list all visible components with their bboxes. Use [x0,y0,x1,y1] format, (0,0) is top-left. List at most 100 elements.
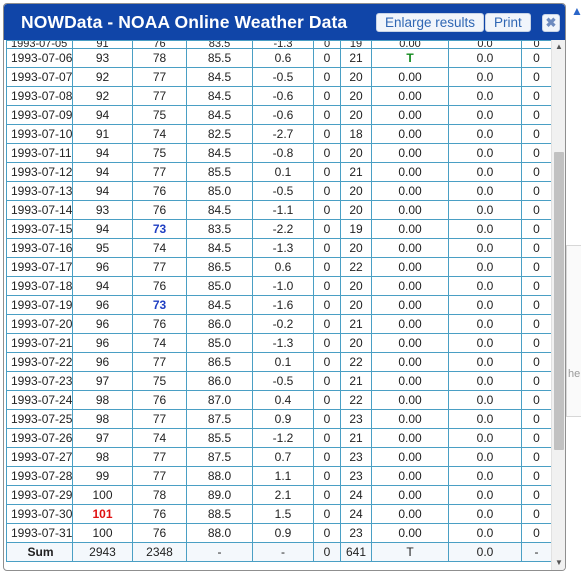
cell-precipitation: 0.00 [371,200,449,220]
table-row: 1993-07-08 92 77 84.5 -0.6 0 20 0.00 0.0 0 [6,86,551,106]
cell-hdd: 0 [313,371,341,391]
cell-avg-temp: 85.5 [186,48,253,68]
cell-snow-depth: 0 [521,143,551,163]
cell-departure: 0.4 [252,390,314,410]
cell-departure: -1.0 [252,276,314,296]
cell-snowfall: 0.0 [448,409,522,429]
table-row: 1993-07-15 94 73 83.5 -2.2 0 19 0.00 0.0 0 [6,219,551,239]
close-button[interactable]: ✖ [542,14,560,32]
cell-precipitation: 0.00 [371,485,449,505]
cell-cdd: 22 [340,257,372,277]
print-button[interactable]: Print [485,13,531,32]
cell-hdd: 0 [313,333,341,353]
cell-cdd: 20 [340,333,372,353]
cell-max-temp: 91 [72,124,133,144]
cell-cdd: 23 [340,409,372,429]
scroll-up-icon[interactable]: ▲ [555,42,563,51]
sum-label: Sum [6,542,73,562]
cell-cdd: 20 [340,238,372,258]
cell-date: 1993-07-25 [6,409,73,429]
scroll-down-icon[interactable]: ▼ [555,558,563,567]
cell-departure: 2.1 [252,485,314,505]
cell-min-temp: 77 [132,466,187,486]
cell-cdd: 22 [340,352,372,372]
cell-precipitation: T [371,48,449,68]
cell-snow-depth: 0 [521,67,551,87]
cell-avg-temp: 82.5 [186,124,253,144]
cell-date: 1993-07-15 [6,219,73,239]
cell-max-temp: 98 [72,409,133,429]
cell-cdd: 20 [340,295,372,315]
cell-min-temp: 77 [132,352,187,372]
cell-avg-temp: 84.5 [186,86,253,106]
cell-snowfall: 0.0 [448,333,522,353]
table-row: 1993-07-20 96 76 86.0 -0.2 0 21 0.00 0.0 0 [6,314,551,334]
cell-date: 1993-07-31 [6,523,73,543]
cell-precipitation: 0.00 [371,371,449,391]
cell-date: 1993-07-13 [6,181,73,201]
cell-max-temp: 100 [72,485,133,505]
cell-departure: -1.3 [252,40,314,49]
cell-departure: 0.6 [252,257,314,277]
cell-snow-depth: 0 [521,257,551,277]
cell-departure: -1.1 [252,200,314,220]
cell-avg-temp: 87.5 [186,409,253,429]
cell-avg-temp: 84.5 [186,143,253,163]
cell-date: 1993-07-07 [6,67,73,87]
cell-snow-depth: 0 [521,40,551,49]
cell-snow-depth: 0 [521,523,551,543]
cell-min-temp: 74 [132,124,187,144]
cell-snow-depth: 0 [521,200,551,220]
cell-snowfall: 0.0 [448,40,522,49]
cell-max-temp: 97 [72,428,133,448]
cell-departure: -1.3 [252,333,314,353]
cell-snowfall: 0.0 [448,67,522,87]
cell-snowfall: 0.0 [448,428,522,448]
cell-avg-temp: 86.0 [186,371,253,391]
cell-max-temp: 94 [72,105,133,125]
enlarge-results-button[interactable]: Enlarge results [376,13,485,32]
cell-max-temp: 98 [72,390,133,410]
cell-date: 1993-07-27 [6,447,73,467]
cell-date: 1993-07-14 [6,200,73,220]
cell-min-temp: 76 [132,181,187,201]
cell-hdd: 0 [313,314,341,334]
cell-snowfall: 0.0 [448,314,522,334]
results-table-container[interactable]: 1993-07-05 91 76 83.5 -1.3 0 19 0.00 0.0 0 1993-07… [6,40,551,570]
cell-min-temp: 77 [132,162,187,182]
cell-departure: -0.6 [252,86,314,106]
table-row: 1993-07-10 91 74 82.5 -2.7 0 18 0.00 0.0 0 [6,124,551,144]
cell-max-temp: 92 [72,86,133,106]
cell-min-temp: 76 [132,200,187,220]
cell-snowfall: 0.0 [448,124,522,144]
scrollbar-thumb[interactable] [554,152,564,450]
table-row: 1993-07-18 94 76 85.0 -1.0 0 20 0.00 0.0 0 [6,276,551,296]
cell-max-temp: 98 [72,447,133,467]
cell-date: 1993-07-12 [6,162,73,182]
cell-min-temp: 78 [132,485,187,505]
cell-snow-depth: 0 [521,447,551,467]
cell-min-temp: 78 [132,48,187,68]
cell-avg-temp: 84.5 [186,105,253,125]
cell-precipitation: 0.00 [371,257,449,277]
cell-snowfall: 0.0 [448,466,522,486]
table-row: 1993-07-23 97 75 86.0 -0.5 0 21 0.00 0.0 0 [6,371,551,391]
cell-snow-depth: 0 [521,181,551,201]
cell-precipitation: 0.00 [371,447,449,467]
cell-hdd: 0 [313,124,341,144]
cell-avg-temp: 83.5 [186,219,253,239]
cell-cdd: 24 [340,504,372,524]
cell-precipitation: 0.00 [371,409,449,429]
cell-min-temp: 75 [132,371,187,391]
cell-avg-temp: 84.5 [186,67,253,87]
cell-snow-depth: 0 [521,352,551,372]
vertical-scrollbar[interactable]: ▲ ▼ [551,40,565,570]
cell-avg-temp: 87.0 [186,390,253,410]
cell-snow-depth: 0 [521,314,551,334]
sum-snow-depth: - [521,542,551,562]
cell-hdd: 0 [313,485,341,505]
cell-precipitation: 0.00 [371,466,449,486]
cell-cdd: 20 [340,86,372,106]
cell-precipitation: 0.00 [371,352,449,372]
cell-snow-depth: 0 [521,371,551,391]
